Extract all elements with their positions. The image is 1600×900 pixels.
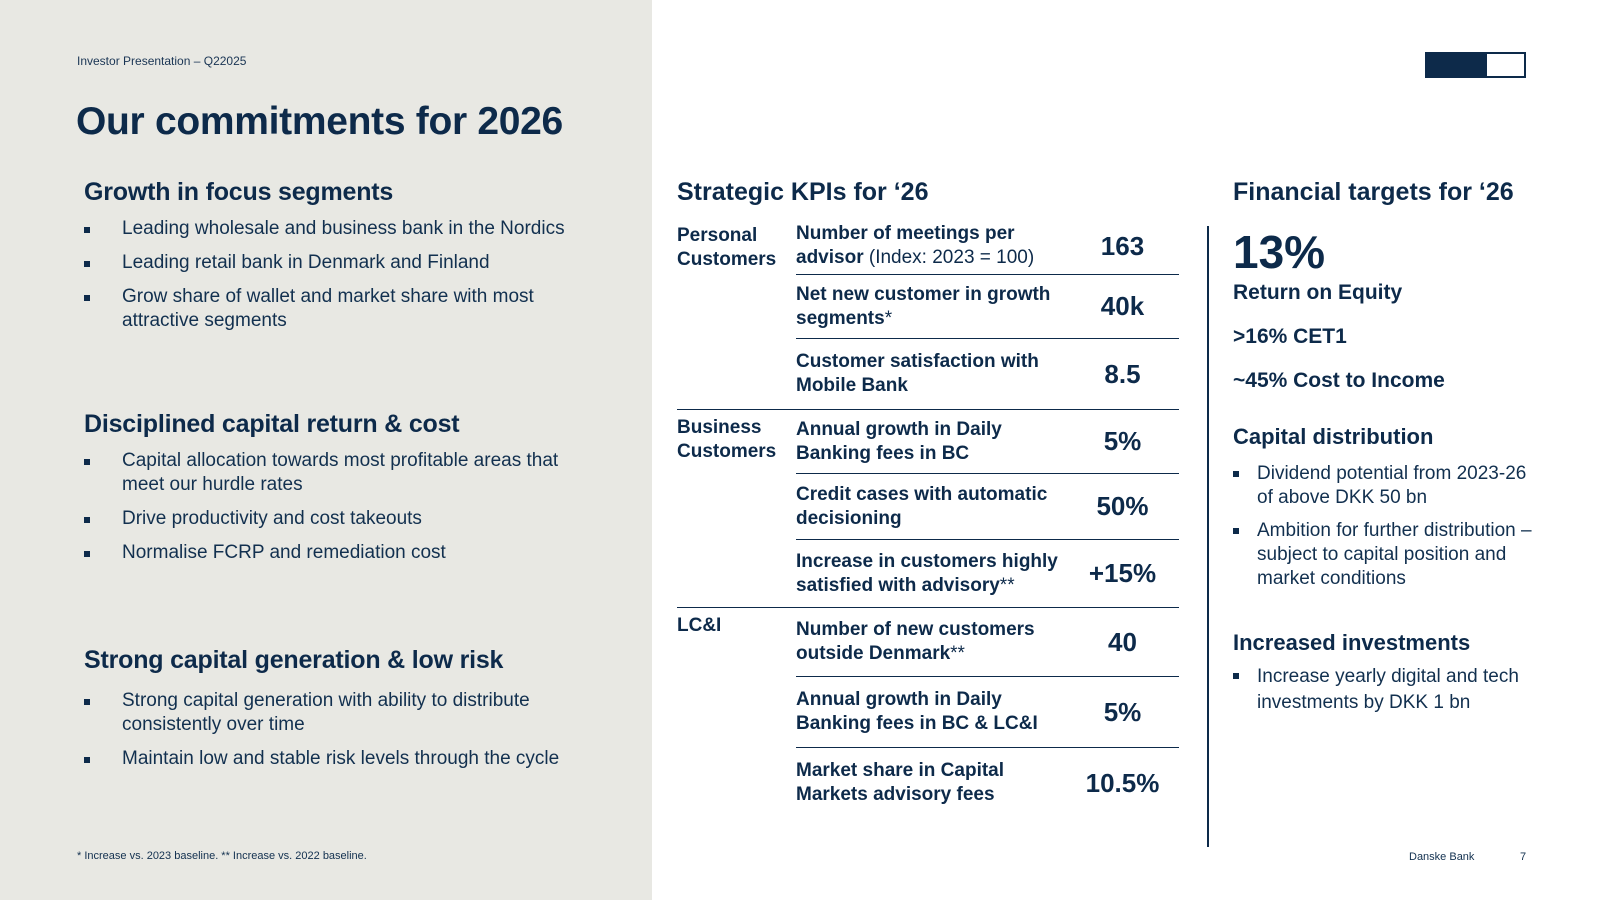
kpi-description: Number of new customers outside Denmark*… xyxy=(796,619,1035,664)
kpi-group-business: Business Customers Annual growth in Dail… xyxy=(677,410,1179,608)
kpi-description: Number of meetings per advisor (Index: 2… xyxy=(796,223,1035,268)
footnote: * Increase vs. 2023 baseline. ** Increas… xyxy=(77,850,367,862)
section-heading: Disciplined capital return & cost xyxy=(84,410,460,438)
bullet-item: Leading retail bank in Denmark and Finla… xyxy=(84,251,604,275)
footer-brand: Danske Bank xyxy=(1409,851,1475,863)
kpi-value: 40k xyxy=(1100,291,1145,321)
bullet-item: Maintain low and stable risk levels thro… xyxy=(84,747,604,771)
kpi-description: Market share in Capital Markets advisory… xyxy=(796,760,1005,805)
kpi-group-label: Personal Customers xyxy=(677,225,777,270)
logo-block xyxy=(1427,54,1487,76)
page-number: 7 xyxy=(1520,851,1527,863)
bullet-list: Strong capital generation with ability t… xyxy=(84,689,604,771)
kpi-value: +15% xyxy=(1088,558,1157,588)
kpi-group-lci: LC&I Number of new customers outside Den… xyxy=(677,608,1179,818)
roe-value: 13% xyxy=(1233,226,1326,278)
kpi-row: Increase in customers highly satisfied w… xyxy=(796,540,1179,607)
kpi-description: Annual growth in Daily Banking fees in B… xyxy=(796,689,1038,734)
investments-list: Increase yearly digital and tech investm… xyxy=(1233,664,1538,725)
section-capital-return: Disciplined capital return & cost Capita… xyxy=(84,410,604,575)
kpi-row: Net new customer in growth segments* 40k xyxy=(796,275,1179,339)
kpi-row: Number of meetings per advisor (Index: 2… xyxy=(796,218,1179,275)
kpi-description: Annual growth in Daily Banking fees in B… xyxy=(796,418,1002,464)
bullet-item: Leading wholesale and business bank in t… xyxy=(84,217,604,241)
kpi-value: 50% xyxy=(1096,491,1149,521)
bullet-item: Dividend potential from 2023-26 of above… xyxy=(1233,462,1538,510)
kpi-row: Number of new customers outside Denmark*… xyxy=(796,608,1179,677)
kpi-description: Increase in customers highly satisfied w… xyxy=(796,550,1058,596)
kpi-row: Market share in Capital Markets advisory… xyxy=(796,748,1179,818)
investments-heading: Increased investments xyxy=(1233,630,1471,655)
bullet-item: Grow share of wallet and market share wi… xyxy=(84,285,604,333)
financial-targets-title: Financial targets for ‘26 xyxy=(1233,178,1514,206)
bullet-item: Ambition for further distribution – subj… xyxy=(1233,519,1538,591)
left-panel xyxy=(0,0,652,900)
bullet-item: Increase yearly digital and tech investm… xyxy=(1233,664,1538,716)
brand-logo xyxy=(1425,52,1526,78)
kpi-row: Customer satisfaction with Mobile Bank 8… xyxy=(796,339,1179,409)
kpi-description: Customer satisfaction with Mobile Bank xyxy=(796,351,1039,396)
bullet-item: Drive productivity and cost takeouts xyxy=(84,507,604,531)
presentation-label: Investor Presentation – Q22025 xyxy=(77,54,247,68)
kpi-value: 5% xyxy=(1103,426,1142,456)
bullet-item: Strong capital generation with ability t… xyxy=(84,689,604,737)
kpi-row: Annual growth in Daily Banking fees in B… xyxy=(796,410,1179,474)
bullet-item: Normalise FCRP and remediation cost xyxy=(84,541,604,565)
capital-distribution-list: Dividend potential from 2023-26 of above… xyxy=(1233,462,1538,600)
capital-distribution-heading: Capital distribution xyxy=(1233,424,1434,449)
kpi-value: 163 xyxy=(1100,230,1145,261)
cet1-target: >16% CET1 xyxy=(1233,325,1347,348)
kpi-value: 40 xyxy=(1108,626,1137,657)
kpi-table: Personal Customers Number of meetings pe… xyxy=(677,218,1179,818)
kpi-group-label: Business Customers xyxy=(677,417,777,462)
kpi-description: Credit cases with automatic decisioning xyxy=(796,483,1048,529)
kpi-row: Credit cases with automatic decisioning … xyxy=(796,474,1179,540)
kpi-row: Annual growth in Daily Banking fees in B… xyxy=(796,677,1179,748)
vertical-divider xyxy=(1207,226,1209,847)
roe-label: Return on Equity xyxy=(1233,281,1403,304)
section-capital-generation: Strong capital generation & low risk Str… xyxy=(84,646,604,781)
kpi-title: Strategic KPIs for ‘26 xyxy=(677,178,929,206)
kpi-group-label: LC&I xyxy=(677,615,722,636)
section-heading: Strong capital generation & low risk xyxy=(84,646,504,674)
kpi-value: 8.5 xyxy=(1104,358,1141,389)
bullet-item: Capital allocation towards most profitab… xyxy=(84,449,604,497)
section-heading: Growth in focus segments xyxy=(84,178,394,206)
kpi-value: 5% xyxy=(1103,696,1142,727)
cost-income-target: ~45% Cost to Income xyxy=(1233,369,1445,392)
bullet-list: Capital allocation towards most profitab… xyxy=(84,449,604,565)
page-title: Our commitments for 2026 xyxy=(76,100,563,143)
kpi-description: Net new customer in growth segments* xyxy=(796,283,1051,329)
kpi-value: 10.5% xyxy=(1085,767,1160,798)
kpi-group-personal: Personal Customers Number of meetings pe… xyxy=(677,218,1179,410)
section-growth: Growth in focus segments Leading wholesa… xyxy=(84,178,604,343)
bullet-list: Leading wholesale and business bank in t… xyxy=(84,217,604,333)
